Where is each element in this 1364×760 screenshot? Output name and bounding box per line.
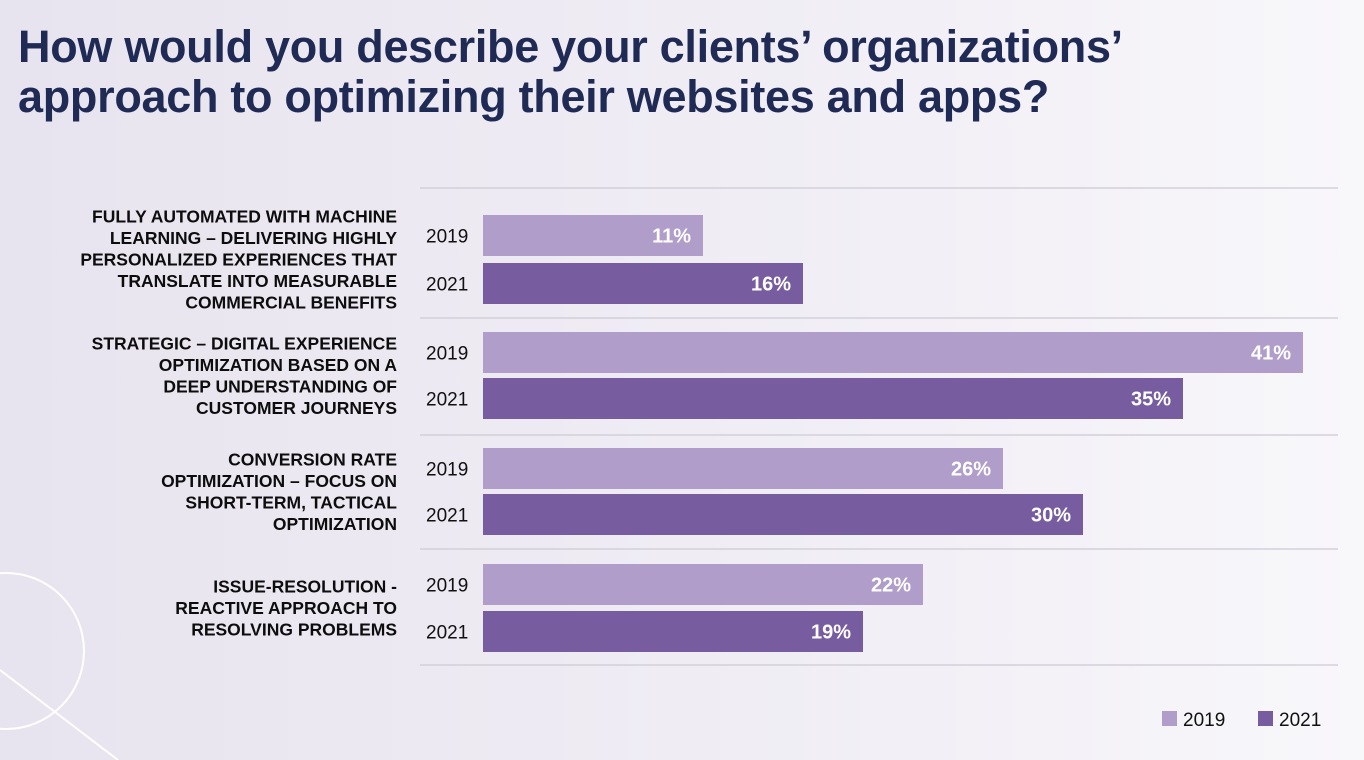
bar-2021	[483, 263, 803, 304]
category-label: SHORT-TERM, TACTICAL	[185, 492, 397, 512]
bar-2019	[483, 332, 1303, 373]
category-label: RESOLVING PROBLEMS	[191, 620, 397, 640]
year-label: 2019	[426, 460, 468, 481]
category-label: ISSUE-RESOLUTION -	[213, 577, 397, 597]
bar-2019	[483, 215, 703, 256]
year-label: 2019	[426, 576, 468, 597]
category-label: FULLY AUTOMATED WITH MACHINE	[92, 207, 397, 227]
year-label: 2019	[426, 227, 468, 248]
bar-2021	[483, 378, 1183, 419]
data-label: 19%	[811, 622, 851, 644]
category-label: STRATEGIC – DIGITAL EXPERIENCE	[92, 333, 397, 353]
data-label: 30%	[1031, 505, 1071, 527]
category-label: TRANSLATE INTO MEASURABLE	[118, 271, 397, 291]
title-line: approach to optimizing their websites an…	[18, 71, 1050, 122]
chart-title: How would you describe your clients’ org…	[18, 22, 1123, 122]
legend-swatch-2019	[1162, 711, 1177, 726]
bar-2021	[483, 611, 863, 652]
category-label: OPTIMIZATION BASED ON A	[159, 355, 398, 375]
category-label: OPTIMIZATION – FOCUS ON	[161, 471, 397, 491]
category-label: CONVERSION RATE	[228, 449, 397, 469]
title-line: How would you describe your clients’ org…	[18, 21, 1123, 72]
category-label: DEEP UNDERSTANDING OF	[163, 376, 397, 396]
category-label: CUSTOMER JOURNEYS	[196, 398, 397, 418]
year-label: 2021	[426, 506, 468, 527]
year-label: 2021	[426, 275, 468, 296]
bar-2019	[483, 564, 923, 605]
data-label: 22%	[871, 575, 911, 597]
legend-label: 2019	[1183, 710, 1225, 731]
year-label: 2021	[426, 390, 468, 411]
category-label: PERSONALIZED EXPERIENCES THAT	[80, 250, 397, 270]
bar-2021	[483, 494, 1083, 535]
data-label: 11%	[652, 226, 691, 248]
year-label: 2019	[426, 344, 468, 365]
data-label: 41%	[1251, 343, 1291, 365]
data-label: 26%	[951, 459, 991, 481]
category-label: LEARNING – DELIVERING HIGHLY	[110, 228, 397, 248]
bar-2019	[483, 448, 1003, 489]
year-label: 2021	[426, 623, 468, 644]
data-label: 16%	[751, 274, 791, 296]
category-label: COMMERCIAL BENEFITS	[185, 293, 397, 313]
legend-swatch-2021	[1258, 711, 1273, 726]
data-label: 35%	[1131, 389, 1171, 411]
category-label: OPTIMIZATION	[273, 514, 397, 534]
category-label: REACTIVE APPROACH TO	[175, 598, 397, 618]
legend-label: 2021	[1279, 710, 1321, 731]
